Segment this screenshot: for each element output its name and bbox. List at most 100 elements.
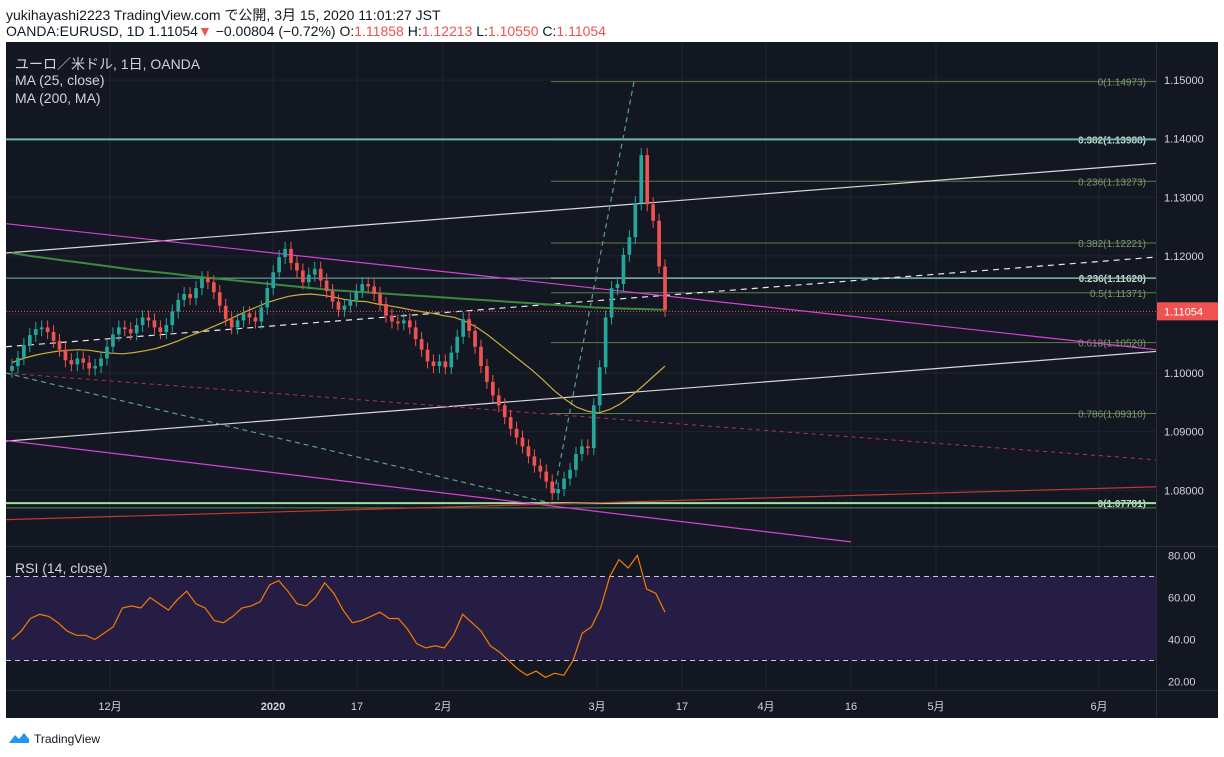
red-rising-line [5, 486, 1157, 521]
candle-body [16, 357, 20, 367]
candle-body [306, 274, 311, 283]
price-tick-label: 1.14000 [1164, 134, 1204, 146]
fib-level-label: 0(1.14973) [1098, 78, 1146, 89]
candle-body [544, 471, 549, 482]
magenta-lower-line [5, 439, 852, 543]
candle-body [122, 327, 127, 330]
candle-body [532, 456, 537, 466]
ma200-line [11, 252, 666, 311]
close-value: 1.11054 [556, 23, 606, 39]
ma200-legend[interactable]: MA (200, MA) [15, 90, 101, 106]
candle-body [247, 313, 252, 318]
rsi-legend[interactable]: RSI (14, close) [15, 560, 108, 576]
candle-body [591, 405, 596, 449]
candle-body [372, 286, 376, 294]
candle-body [259, 307, 264, 322]
candle-body [105, 346, 109, 359]
candle-body [289, 248, 293, 263]
rsi-tick-label: 80.00 [1168, 550, 1196, 562]
candle-body [348, 299, 353, 306]
candle-body [360, 284, 365, 292]
chart-area[interactable]: 1.150001.140001.130001.120001.110001.100… [5, 42, 1219, 718]
candle-body [621, 254, 626, 285]
candle-body [81, 358, 86, 363]
candle-body [318, 268, 323, 281]
candle-body [134, 325, 139, 334]
candle-body [574, 453, 578, 470]
trendline-upper-channel [5, 162, 1157, 254]
candle-body [283, 248, 287, 258]
ma25-legend[interactable]: MA (25, close) [15, 72, 105, 88]
candle-body [342, 305, 347, 310]
candle-body [158, 327, 163, 333]
price-tick-label: 1.12000 [1164, 251, 1204, 263]
candle-body [146, 317, 151, 321]
candle-body [473, 330, 477, 347]
candle-body [390, 315, 394, 322]
fib-level-label: 0.786(1.09310) [1078, 410, 1146, 421]
candle-body [63, 349, 68, 361]
candle-body [449, 352, 454, 368]
candle-body [639, 155, 644, 204]
candle-body [194, 288, 198, 299]
candle-body [140, 317, 145, 326]
candle-body [538, 465, 543, 472]
low-value: 1.10550 [487, 23, 539, 39]
time-tick-label: 16 [845, 701, 857, 713]
candle-body [651, 204, 655, 221]
trendline-lower-channel [5, 350, 1157, 442]
candle-body [455, 336, 460, 353]
tradingview-brand[interactable]: TradingView [34, 732, 101, 746]
price-tick-label: 1.15000 [1164, 75, 1204, 87]
candle-body [496, 395, 501, 406]
candle-body [117, 327, 121, 335]
candle-body [217, 292, 222, 306]
candle-body [479, 346, 483, 367]
candle-body [413, 327, 418, 340]
candle-body [45, 327, 50, 333]
footer [0, 718, 1224, 757]
candle-body [657, 220, 661, 267]
trendline-dashed-support [5, 256, 1157, 348]
candle-body [301, 270, 305, 283]
candle-body [206, 278, 210, 283]
candle-body [10, 366, 14, 371]
candle-body [229, 319, 234, 328]
candle-body [176, 299, 181, 312]
candle-body [99, 358, 103, 367]
candle-body [111, 334, 115, 347]
symbol-prefix: OANDA:EURUSD, 1D 1.11054 [6, 23, 198, 39]
candle-body [295, 262, 299, 271]
time-tick-label: 17 [676, 701, 688, 713]
candle-body [615, 284, 620, 289]
down-arrow-icon: ▼ [197, 23, 212, 39]
candle-body [562, 478, 566, 490]
candle-body [633, 203, 638, 238]
candle-body [182, 294, 186, 300]
candle-body [312, 268, 317, 275]
series-title: ユーロ／米ドル, 1日, OANDA [15, 56, 201, 72]
candle-body [69, 360, 74, 365]
close-label: C: [542, 23, 557, 39]
fib-level-label: 0.236(1.11620) [1079, 274, 1146, 285]
time-tick-label: 5月 [927, 701, 944, 713]
candle-body [407, 320, 412, 328]
candle-body [508, 417, 513, 429]
chart-canvas[interactable]: 1.150001.140001.130001.120001.110001.100… [5, 42, 1219, 718]
teal-rally-dashed [553, 81, 635, 494]
fib-level-label: 0.5(1.11371) [1090, 289, 1146, 300]
time-tick-label: 12月 [98, 701, 121, 713]
time-tick-label: 3月 [588, 701, 605, 713]
candle-body [491, 381, 495, 396]
last-price-badge [1157, 302, 1219, 321]
candle-body [241, 313, 246, 321]
tradingview-logo-icon[interactable] [8, 731, 30, 745]
candle-body [431, 361, 436, 367]
candle-body [277, 257, 281, 273]
high-value: 1.12213 [421, 23, 473, 39]
time-tick-label: 17 [351, 701, 363, 713]
candle-body [378, 294, 382, 304]
candle-body [437, 361, 442, 367]
time-tick-label: 2020 [261, 701, 285, 713]
candle-body [419, 339, 424, 350]
